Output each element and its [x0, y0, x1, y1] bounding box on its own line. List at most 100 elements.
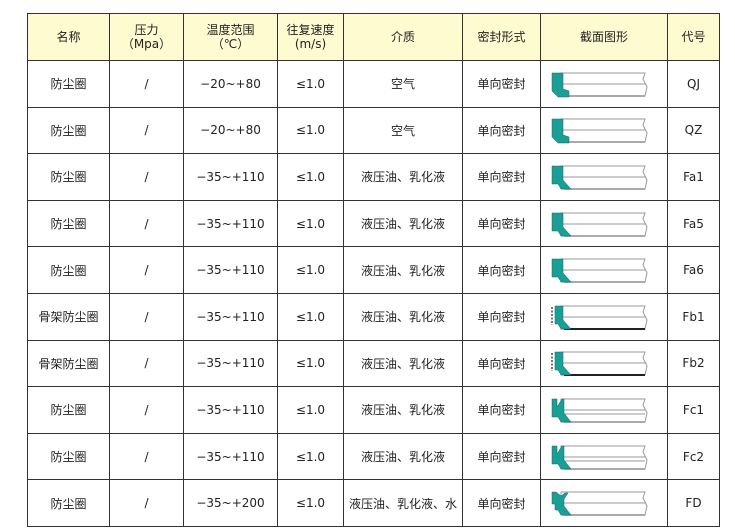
pressure: / [109, 106, 184, 155]
seal-name: 防尘圈 [27, 479, 110, 527]
speed: ≤1.0 [277, 339, 344, 388]
temperature-range: −35~+110 [183, 386, 278, 434]
speed: ≤1.0 [277, 199, 344, 248]
seal-form: 单向密封 [462, 339, 541, 388]
temperature-range: −35~+110 [183, 199, 278, 248]
medium: 液压油、乳化液 [343, 199, 463, 248]
cross-section-diagram [551, 351, 648, 377]
table-row: 防尘圈 / −35~+110 ≤1.0 液压油、乳化液 单向密封 Fc2 [27, 432, 720, 481]
speed: ≤1.0 [277, 106, 344, 155]
speed: ≤1.0 [277, 386, 344, 434]
section-cell [540, 153, 668, 201]
medium: 液压油、乳化液 [343, 339, 463, 388]
speed: ≤1.0 [277, 60, 344, 108]
cross-section-diagram [551, 491, 648, 517]
pressure: / [109, 432, 184, 481]
seal-name: 骨架防尘圈 [27, 292, 110, 341]
cross-section-diagram [551, 212, 648, 237]
medium: 液压油、乳化液 [343, 292, 463, 341]
header-section: 截面图形 [540, 13, 668, 61]
seal-form: 单向密封 [462, 106, 541, 155]
table-row: 防尘圈 / −20~+80 ≤1.0 空气 单向密封 QZ [27, 106, 720, 155]
pressure: / [109, 479, 184, 527]
medium: 液压油、乳化液 [343, 432, 463, 481]
seal-form: 单向密封 [462, 292, 541, 341]
header-medium: 介质 [343, 13, 463, 61]
speed: ≤1.0 [277, 432, 344, 481]
code: Fa1 [667, 153, 720, 201]
section-cell [540, 199, 668, 248]
speed: ≤1.0 [277, 292, 344, 341]
speed: ≤1.0 [277, 479, 344, 527]
table-row: 骨架防尘圈 / −35~+110 ≤1.0 液压油、乳化液 单向密封 Fb2 [27, 339, 720, 388]
medium: 空气 [343, 60, 463, 108]
cross-section-diagram [551, 72, 648, 98]
seal-name: 防尘圈 [27, 386, 110, 434]
pressure: / [109, 339, 184, 388]
seal-name: 防尘圈 [27, 246, 110, 294]
code: Fa6 [667, 246, 720, 294]
temperature-range: −20~+80 [183, 60, 278, 108]
seal-form: 单向密封 [462, 479, 541, 527]
temperature-range: −35~+110 [183, 432, 278, 481]
table-row: 防尘圈 / −20~+80 ≤1.0 空气 单向密封 QJ [27, 60, 720, 108]
seal-spec-table: 名称 压力 （Mpa） 温度范围 （℃） 往复速度 (m/s) 介质 密封形式 截面图… [27, 13, 720, 527]
temperature-range: −35~+110 [183, 339, 278, 388]
code: Fc2 [667, 432, 720, 481]
speed: ≤1.0 [277, 153, 344, 201]
cross-section-diagram [551, 258, 648, 284]
pressure: / [109, 386, 184, 434]
section-cell [540, 246, 668, 294]
medium: 空气 [343, 106, 463, 155]
pressure: / [109, 153, 184, 201]
code: QZ [667, 106, 720, 155]
header-name: 名称 [27, 13, 110, 61]
speed: ≤1.0 [277, 246, 344, 294]
seal-form: 单向密封 [462, 153, 541, 201]
code: Fb2 [667, 339, 720, 388]
seal-name: 防尘圈 [27, 106, 110, 155]
header-form: 密封形式 [462, 13, 541, 61]
seal-form: 单向密封 [462, 246, 541, 294]
temperature-range: −35~+200 [183, 479, 278, 527]
code: Fa5 [667, 199, 720, 248]
seal-form: 单向密封 [462, 386, 541, 434]
header-code: 代号 [667, 13, 720, 61]
table-row: 防尘圈 / −35~+200 ≤1.0 液压油、乳化液、水 单向密封 FD [27, 479, 720, 527]
section-cell [540, 386, 668, 434]
temperature-range: −35~+110 [183, 246, 278, 294]
cross-section-diagram [551, 398, 648, 423]
pressure: / [109, 199, 184, 248]
header-speed: 往复速度 (m/s) [277, 13, 344, 61]
seal-name: 防尘圈 [27, 432, 110, 481]
pressure: / [109, 292, 184, 341]
medium: 液压油、乳化液 [343, 153, 463, 201]
header-temp: 温度范围 （℃） [183, 13, 278, 61]
section-cell [540, 60, 668, 108]
pressure: / [109, 60, 184, 108]
seal-form: 单向密封 [462, 432, 541, 481]
seal-name: 防尘圈 [27, 153, 110, 201]
medium: 液压油、乳化液 [343, 386, 463, 434]
temperature-range: −20~+80 [183, 106, 278, 155]
section-cell [540, 479, 668, 527]
code: Fc1 [667, 386, 720, 434]
header-pressure: 压力 （Mpa） [109, 13, 184, 61]
cross-section-diagram [551, 305, 648, 330]
table-row: 防尘圈 / −35~+110 ≤1.0 液压油、乳化液 单向密封 Fa1 [27, 153, 720, 201]
medium: 液压油、乳化液 [343, 246, 463, 294]
pressure: / [109, 246, 184, 294]
cross-section-diagram [551, 165, 648, 190]
table-row: 防尘圈 / −35~+110 ≤1.0 液压油、乳化液 单向密封 Fa6 [27, 246, 720, 294]
seal-name: 防尘圈 [27, 60, 110, 108]
table-row: 防尘圈 / −35~+110 ≤1.0 液压油、乳化液 单向密封 Fa5 [27, 199, 720, 248]
code: Fb1 [667, 292, 720, 341]
cross-section-diagram [551, 118, 648, 144]
seal-name: 防尘圈 [27, 199, 110, 248]
table-row: 防尘圈 / −35~+110 ≤1.0 液压油、乳化液 单向密封 Fc1 [27, 386, 720, 434]
temperature-range: −35~+110 [183, 292, 278, 341]
section-cell [540, 292, 668, 341]
table-row: 骨架防尘圈 / −35~+110 ≤1.0 液压油、乳化液 单向密封 Fb1 [27, 292, 720, 341]
medium: 液压油、乳化液、水 [343, 479, 463, 527]
section-cell [540, 106, 668, 155]
